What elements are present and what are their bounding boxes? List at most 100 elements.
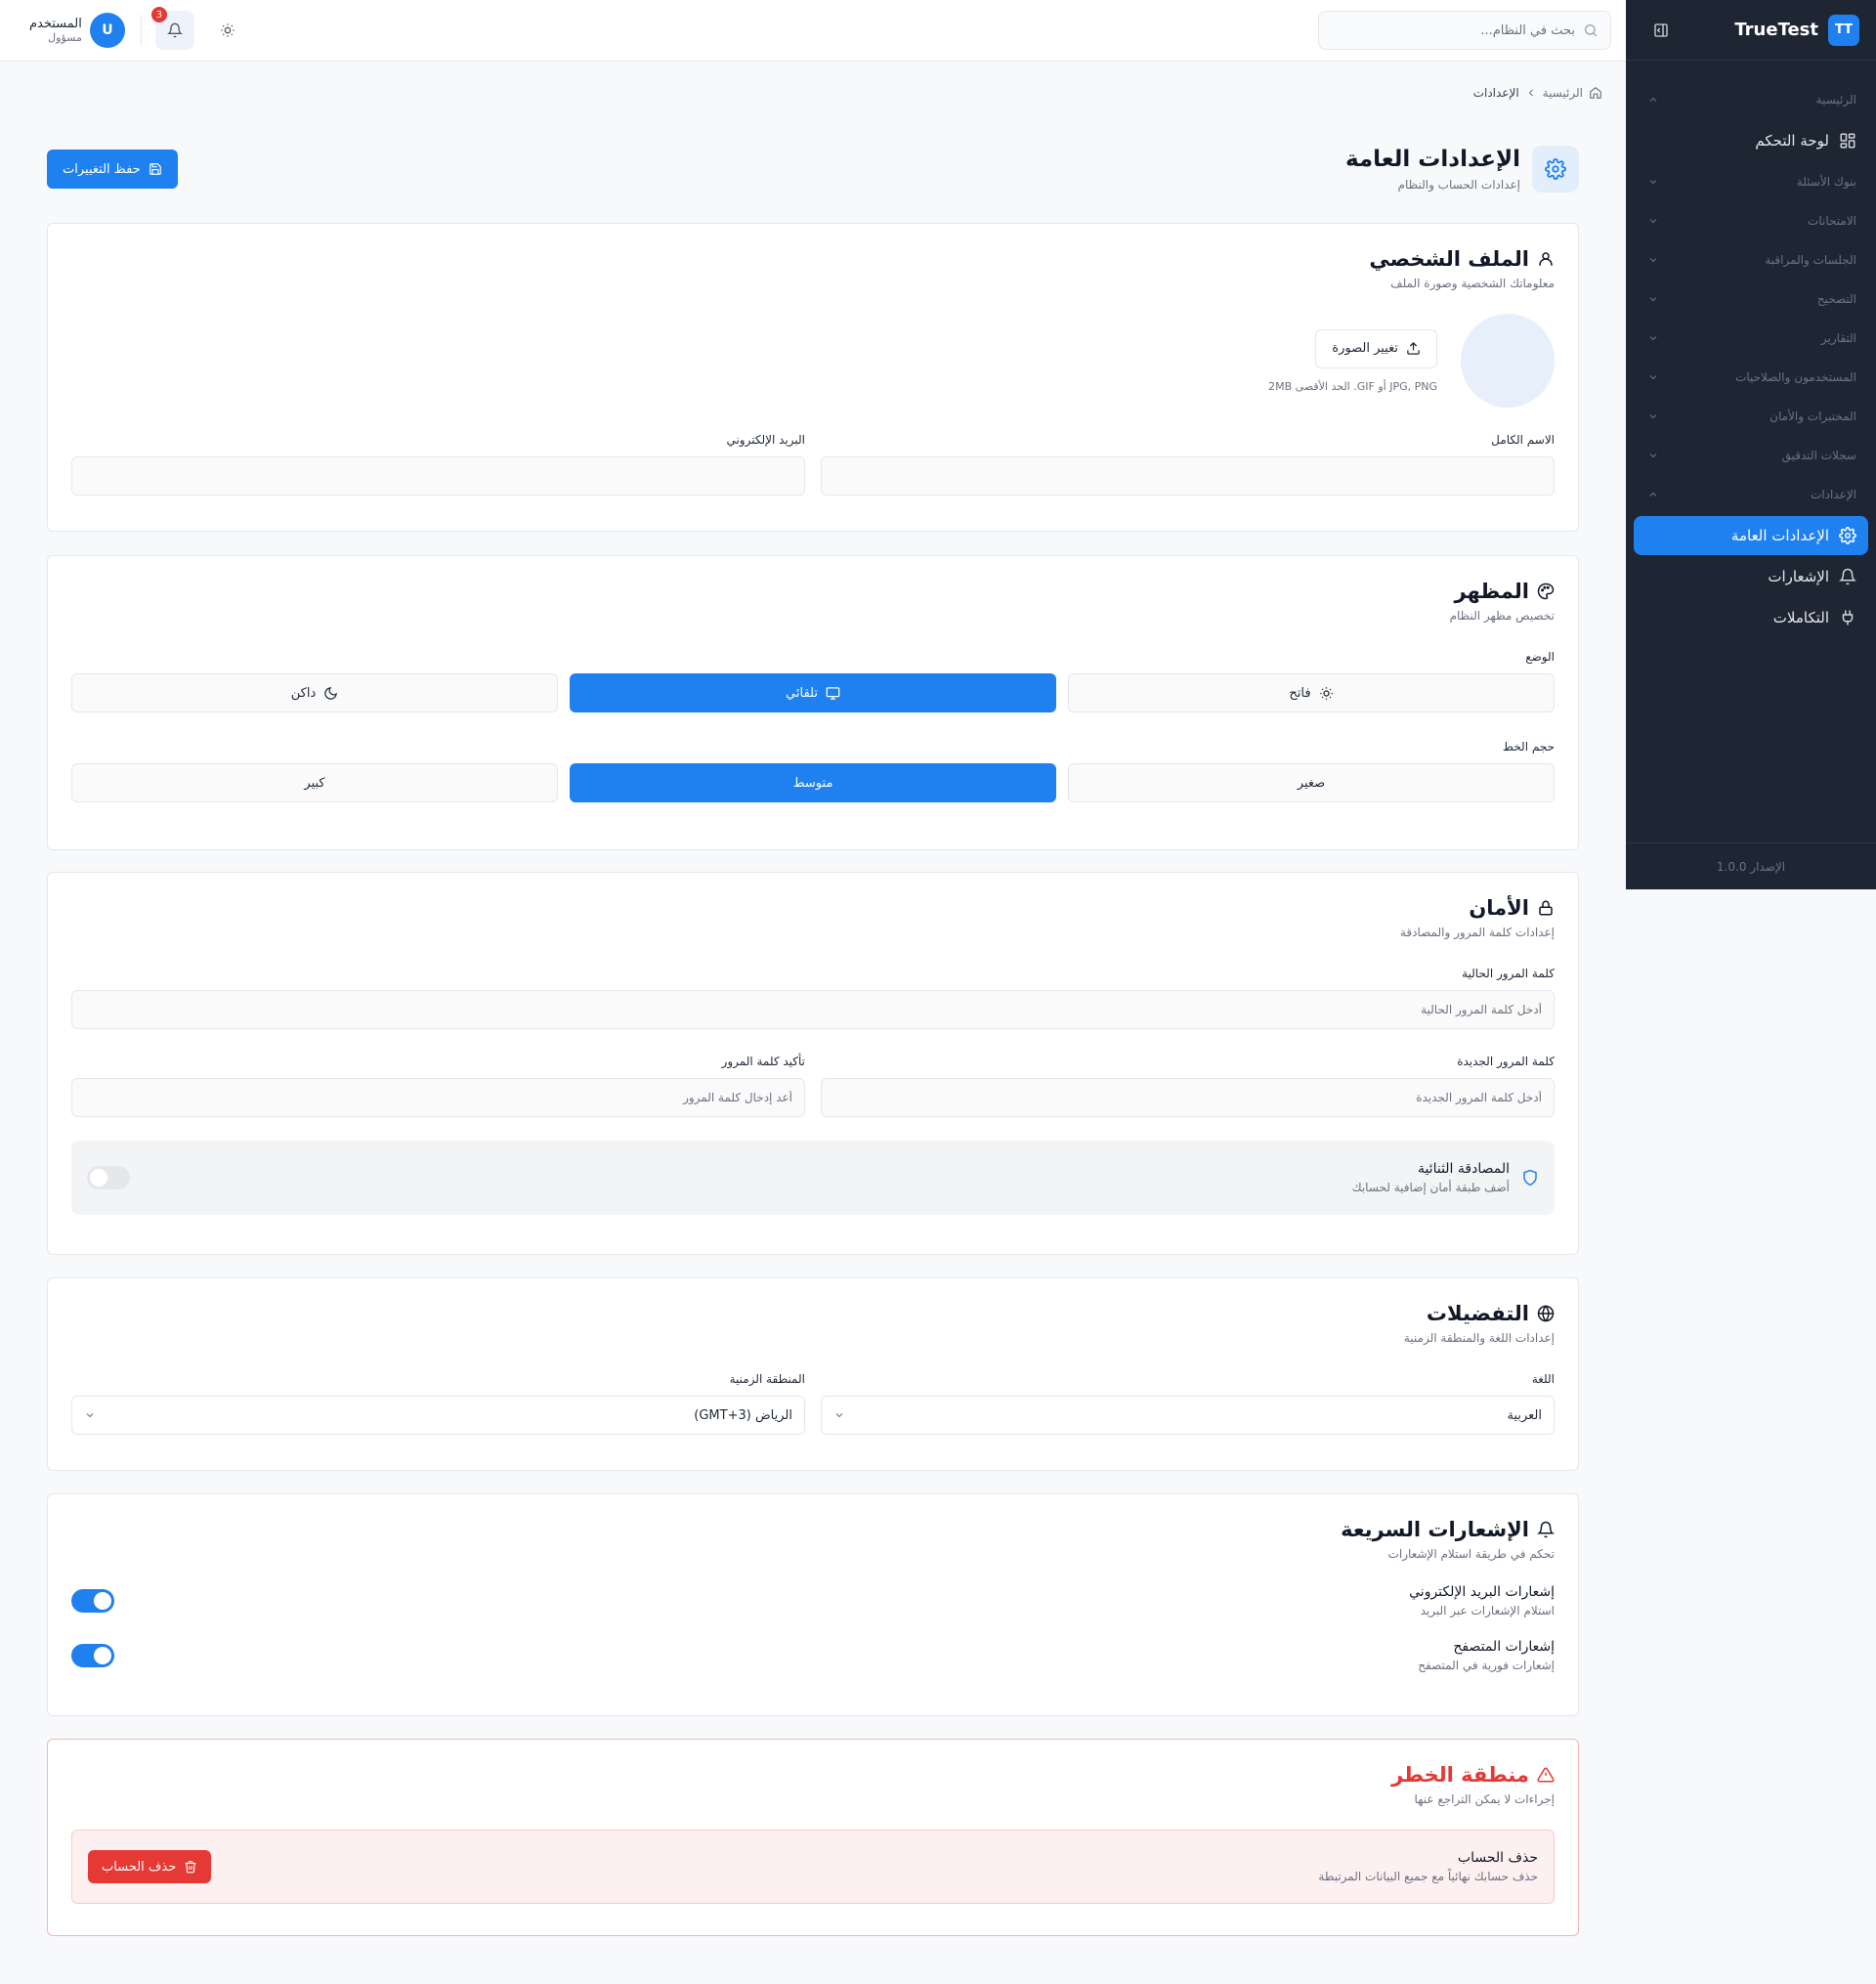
mode-auto-label: تلقائي	[786, 685, 818, 701]
sidebar-group-labs[interactable]: المختبرات والأمان	[1626, 397, 1876, 436]
breadcrumb: الرئيسية الإعدادات	[1473, 86, 1602, 100]
twofa-panel: المصادقة الثنائية أضف طبقة أمان إضافية ل…	[71, 1141, 1555, 1215]
current-password-input[interactable]	[84, 1003, 1542, 1016]
sidebar-item-integrations[interactable]: التكاملات	[1634, 598, 1868, 637]
topbar-divider	[140, 15, 142, 46]
save-button[interactable]: حفظ التغييرات	[47, 150, 178, 189]
mode-auto-button[interactable]: تلقائي	[570, 673, 1056, 712]
appearance-card: المظهر تخصيص مظهر النظام الوضع فاتح تلقا…	[47, 555, 1579, 850]
theme-toggle-button[interactable]	[208, 11, 247, 50]
globe-icon	[1537, 1305, 1555, 1322]
twofa-description: أضف طبقة أمان إضافية لحسابك	[1351, 1181, 1510, 1194]
chevron-up-icon	[1647, 94, 1659, 106]
fullname-label: الاسم الكامل	[1491, 433, 1555, 447]
timezone-select[interactable]: الرياض (GMT+3)	[71, 1396, 805, 1435]
plug-icon	[1839, 609, 1856, 626]
browser-notifications-toggle[interactable]	[71, 1644, 114, 1667]
sidebar-group-label: المستخدمون والصلاحيات	[1735, 370, 1856, 384]
sidebar-group-question-banks[interactable]: بنوك الأسئلة	[1626, 162, 1876, 201]
user-info: المستخدم مسؤول	[29, 17, 82, 44]
chevron-down-icon	[1647, 293, 1659, 305]
sidebar-item-dashboard[interactable]: لوحة التحكم	[1634, 121, 1868, 160]
chevron-down-icon	[833, 1409, 845, 1421]
profile-title: الملف الشخصي	[1369, 247, 1529, 271]
gear-icon	[1532, 146, 1579, 193]
chevron-down-icon	[1647, 215, 1659, 227]
security-title: الأمان	[1469, 896, 1529, 920]
sidebar-collapse-icon[interactable]	[1653, 22, 1669, 38]
sidebar-item-label: التكاملات	[1772, 609, 1829, 626]
sidebar-group-sessions[interactable]: الجلسات والمراقبة	[1626, 240, 1876, 280]
user-menu[interactable]: U المستخدم مسؤول	[29, 13, 125, 48]
sidebar-item-notifications[interactable]: الإشعارات	[1634, 557, 1868, 596]
chevron-down-icon	[1647, 254, 1659, 266]
mode-label: الوضع	[1525, 650, 1555, 664]
sidebar-group-exams[interactable]: الامتحانات	[1626, 201, 1876, 240]
sun-icon	[1319, 686, 1334, 701]
browser-notifications-desc: إشعارات فورية في المتصفح	[1418, 1659, 1555, 1672]
font-size-small-button[interactable]: صغير	[1068, 763, 1555, 802]
delete-account-button[interactable]: حذف الحساب	[88, 1850, 212, 1883]
brand[interactable]: TT TrueTest	[1734, 14, 1859, 46]
mode-dark-label: داكن	[290, 685, 317, 701]
twofa-toggle[interactable]	[87, 1166, 130, 1189]
font-size-large-button[interactable]: كبير	[71, 763, 558, 802]
user-icon	[1537, 250, 1555, 268]
mode-light-button[interactable]: فاتح	[1068, 673, 1555, 712]
page-title: الإعدادات العامة	[1344, 147, 1520, 172]
notifications-button[interactable]: 3	[150, 7, 194, 50]
font-size-small-label: صغير	[1297, 775, 1326, 791]
chevron-down-icon	[1647, 371, 1659, 383]
change-photo-button[interactable]: تغيير الصورة	[1315, 328, 1437, 368]
sidebar-group-settings[interactable]: الإعدادات	[1626, 475, 1876, 514]
sidebar-group-users[interactable]: المستخدمون والصلاحيات	[1626, 358, 1876, 397]
sidebar-group-grading[interactable]: التصحيح	[1626, 280, 1876, 319]
language-select[interactable]: العربية	[821, 1396, 1555, 1435]
email-notifications-title: إشعارات البريد الإلكتروني	[1409, 1584, 1555, 1600]
current-password-label: كلمة المرور الحالية	[1462, 967, 1555, 980]
font-size-label: حجم الخط	[1502, 740, 1555, 754]
sidebar-header: TT TrueTest	[1626, 0, 1876, 61]
dashboard-icon	[1839, 132, 1856, 150]
page-title-block: الإعدادات العامة إعدادات الحساب والنظام	[1345, 146, 1579, 193]
timezone-label: المنطقة الزمنية	[729, 1372, 805, 1386]
quick-notifications-card: الإشعارات السريعة تحكم في طريقة استلام ا…	[47, 1493, 1579, 1716]
sidebar: TT TrueTest الرئيسية لوحة التحكم بنوك ال…	[1626, 0, 1876, 889]
fullname-input[interactable]	[833, 469, 1542, 483]
brand-name: TrueTest	[1734, 20, 1818, 40]
search-input[interactable]	[1331, 22, 1575, 38]
font-size-selector: صغير متوسط كبير	[71, 763, 1555, 802]
sidebar-group-audit[interactable]: سجلات التدقيق	[1626, 436, 1876, 475]
language-value: العربية	[1507, 1407, 1542, 1423]
sidebar-group-label: التصحيح	[1816, 292, 1856, 306]
notification-badge: 3	[150, 7, 167, 22]
sidebar-item-label: الإعدادات العامة	[1730, 527, 1829, 544]
save-button-label: حفظ التغييرات	[63, 161, 141, 177]
page-header: الإعدادات العامة إعدادات الحساب والنظام …	[47, 146, 1579, 193]
quick-notifications-title: الإشعارات السريعة	[1341, 1518, 1529, 1541]
sidebar-group-home[interactable]: الرئيسية	[1626, 80, 1876, 119]
sidebar-item-general-settings[interactable]: الإعدادات العامة	[1634, 516, 1868, 555]
sidebar-group-reports[interactable]: التقارير	[1626, 319, 1876, 358]
sidebar-item-label: الإشعارات	[1768, 568, 1829, 585]
chevron-down-icon	[1647, 450, 1659, 461]
user-name: المستخدم	[29, 17, 82, 31]
quick-notifications-subtitle: تحكم في طريقة استلام الإشعارات	[1387, 1547, 1555, 1561]
topbar-actions: 3 U المستخدم مسؤول	[29, 7, 247, 50]
font-size-medium-button[interactable]: متوسط	[570, 763, 1056, 802]
photo-hint: JPG, PNG أو GIF. الحد الأقصى 2MB	[1268, 379, 1437, 393]
search-box[interactable]	[1318, 11, 1611, 50]
email-notifications-toggle[interactable]	[71, 1589, 114, 1613]
delete-account-label: حذف الحساب	[102, 1859, 177, 1875]
email-input[interactable]	[84, 469, 792, 483]
new-password-input[interactable]	[833, 1091, 1542, 1104]
preferences-subtitle: إعدادات اللغة والمنطقة الزمنية	[1403, 1331, 1555, 1345]
breadcrumb-home[interactable]: الرئيسية	[1542, 86, 1583, 100]
warning-icon	[1537, 1766, 1555, 1784]
chevron-up-icon	[1647, 489, 1659, 500]
sidebar-group-label: التقارير	[1820, 331, 1856, 345]
mode-dark-button[interactable]: داكن	[71, 673, 558, 712]
new-password-label: كلمة المرور الجديدة	[1457, 1055, 1555, 1068]
confirm-password-input[interactable]	[84, 1091, 792, 1104]
profile-avatar	[1461, 314, 1555, 408]
